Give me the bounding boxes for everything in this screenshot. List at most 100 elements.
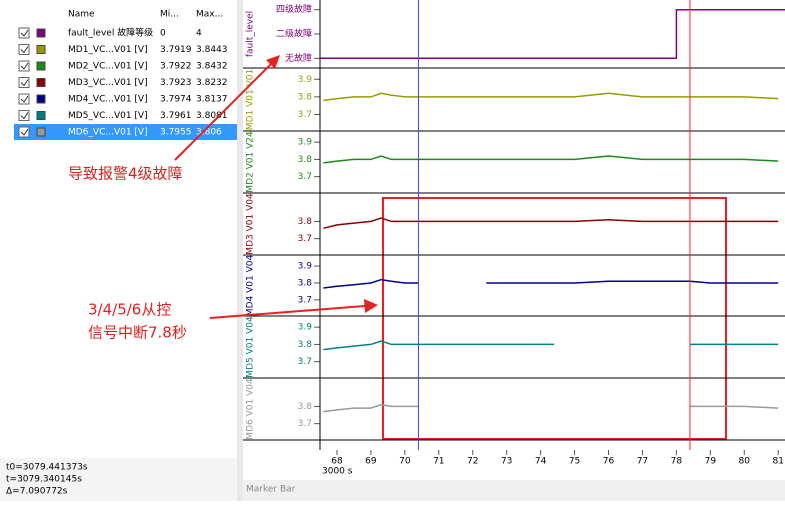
y-axis-label: MD4 V01 V04 (246, 255, 256, 317)
x-tick-label: 69 (365, 457, 377, 467)
y-tick-label: 3.8 (298, 340, 313, 350)
row-max: 3.8081 (196, 111, 228, 121)
row-min: 3.7922 (160, 62, 192, 72)
check (20, 112, 29, 120)
y-tick-label: 3.7 (298, 110, 312, 120)
column-header: Mi... (160, 10, 179, 20)
series-line (320, 8, 785, 60)
row-max: 4 (196, 29, 202, 39)
series-line (323, 278, 779, 289)
check (20, 95, 29, 103)
x-tick-label: 75 (569, 457, 580, 467)
column-header: Name (68, 10, 95, 20)
color-swatch (36, 28, 46, 38)
y-tick-label: 3.8 (298, 155, 313, 165)
marker-bar (243, 480, 785, 501)
y-tick-label: 3.8 (298, 278, 313, 288)
checkbox (18, 126, 30, 138)
y-axis-label: MD5 V01 V04 (246, 316, 256, 378)
status-line: Δ=7.090772s (6, 487, 68, 497)
y-tick-label: 3.9 (298, 262, 313, 272)
status-area (0, 458, 237, 501)
y-axis-label: MD3 V01 V04 (246, 193, 256, 255)
x-tick-label: 71 (433, 457, 444, 467)
selected-row (14, 124, 237, 140)
row-name: MD6_VC...V01 [V] (68, 128, 148, 138)
checkbox (18, 27, 30, 39)
y-tick-label: 3.7 (298, 357, 312, 367)
row-min: 3.7919 (160, 45, 192, 55)
row-max: 3.806 (196, 128, 222, 138)
y-tick-label: 二级故障 (276, 28, 312, 40)
arrowhead (266, 55, 280, 69)
row-min: 0 (160, 29, 166, 39)
color-swatch (36, 94, 46, 104)
arrow (174, 59, 276, 161)
checkbox (18, 60, 30, 72)
y-tick-label: 四级故障 (276, 3, 312, 15)
y-tick-label: 3.7 (298, 419, 312, 429)
row-min: 3.7961 (160, 111, 192, 121)
row-max: 3.8137 (196, 95, 228, 105)
row-max: 3.8443 (196, 45, 228, 55)
row-name: MD3_VC...V01 [V] (68, 78, 148, 88)
x-tick-label: 73 (501, 457, 512, 467)
series-line (323, 403, 779, 413)
series-line (323, 92, 779, 102)
row-name: MD5_VC...V01 [V] (68, 111, 148, 121)
annotation: 信号中断7.8秒 (88, 324, 187, 342)
x-tick-label: 70 (399, 457, 411, 467)
y-axis-label: MD1 V01 V01 (246, 69, 256, 130)
y-tick-label: 3.9 (298, 138, 313, 148)
row-min: 3.7955 (160, 128, 192, 138)
color-swatch (36, 78, 46, 87)
y-tick-label: 3.8 (298, 217, 313, 227)
y-tick-label: 3.9 (298, 323, 313, 333)
check (20, 62, 29, 70)
status-line: t0=3079.441373s (6, 463, 88, 473)
color-swatch (36, 127, 46, 137)
x-tick-label: 78 (671, 457, 683, 467)
row-name: MD4_VC...V01 [V] (68, 95, 148, 105)
annotation: 3/4/5/6从控 (88, 301, 171, 319)
y-tick-label: 3.9 (298, 75, 313, 85)
left-panel (0, 0, 237, 501)
x-tick-label: 81 (772, 457, 783, 467)
x-axis-label: 3000 s (322, 467, 353, 477)
checkbox (18, 110, 30, 121)
marker-bar-label: Marker Bar (246, 485, 296, 495)
x-tick-label: 72 (467, 457, 478, 467)
color-swatch (36, 61, 46, 71)
row-name: MD2_VC...V01 [V] (68, 62, 148, 72)
splitter (237, 0, 243, 501)
status-line: t=3079.340145s (6, 475, 82, 485)
series-line (323, 217, 779, 230)
x-tick-label: 68 (331, 457, 343, 467)
checkbox (18, 44, 30, 55)
color-swatch (36, 45, 46, 54)
row-name: fault_level 故障等级 (68, 27, 153, 39)
color-swatch (36, 111, 46, 120)
y-tick-label: 3.7 (298, 172, 312, 182)
x-tick-label: 77 (637, 457, 648, 467)
series-line (323, 155, 779, 164)
x-tick-label: 76 (603, 457, 615, 467)
check (20, 128, 29, 136)
check (20, 79, 29, 87)
series-line (323, 340, 779, 351)
row-name: MD1_VC...V01 [V] (68, 45, 148, 55)
arrowhead (364, 299, 378, 313)
y-tick-label: 3.8 (298, 92, 313, 102)
y-axis-label: fault_level (246, 11, 256, 57)
y-tick-label: 无故障 (285, 52, 312, 64)
column-header: Max... (196, 10, 223, 20)
row-min: 3.7974 (160, 95, 192, 105)
y-tick-label: 3.7 (298, 295, 312, 305)
checkbox (18, 77, 30, 88)
highlight-box (382, 197, 727, 440)
arrow (209, 305, 366, 319)
checkbox (18, 93, 30, 105)
x-tick-label: 74 (535, 457, 547, 467)
row-min: 3.7923 (160, 78, 192, 88)
